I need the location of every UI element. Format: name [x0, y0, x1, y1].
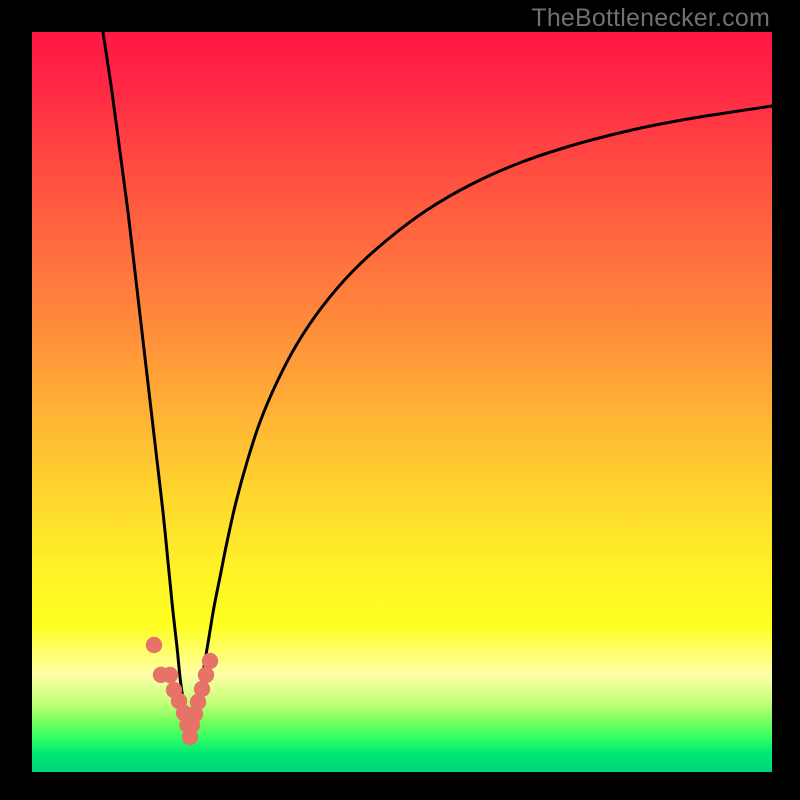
gradient-background	[32, 32, 772, 772]
plot-area	[32, 32, 772, 772]
watermark-text: TheBottlenecker.com	[531, 4, 770, 33]
chart-frame: TheBottlenecker.com	[0, 0, 800, 800]
data-marker	[198, 667, 214, 683]
data-marker	[202, 653, 218, 669]
data-marker	[162, 667, 178, 683]
data-marker	[146, 637, 162, 653]
chart-svg	[32, 32, 772, 772]
data-marker	[194, 681, 210, 697]
